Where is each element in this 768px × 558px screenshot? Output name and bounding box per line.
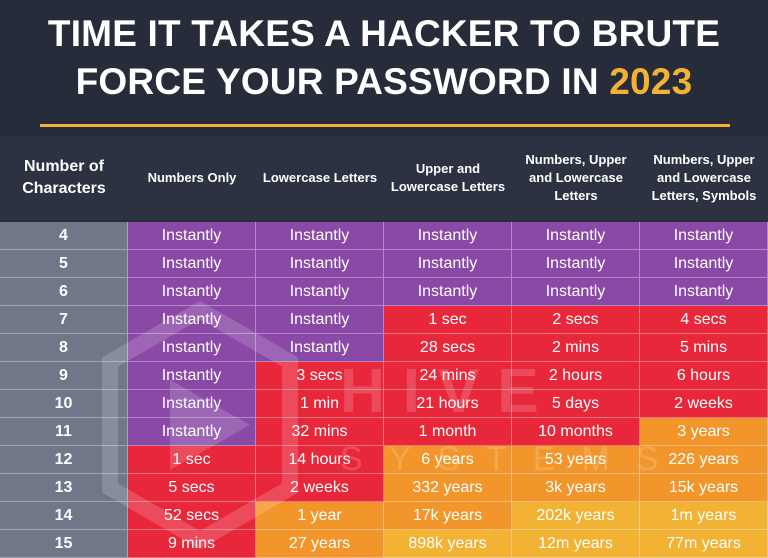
table-cell: 12m years [512,530,640,558]
table-cell: 9 mins [128,530,256,558]
table-cell: Instantly [512,250,640,278]
table-cell: Instantly [256,222,384,250]
table-cell: 21 hours [384,390,512,418]
table-cell: Instantly [640,222,768,250]
table-cell: 2 secs [512,306,640,334]
table-cell: 10 months [512,418,640,446]
table-cell: Instantly [384,250,512,278]
row-header: 14 [0,502,128,530]
table-cell: 2 hours [512,362,640,390]
title-underline [40,124,730,127]
table-cell: 1 month [384,418,512,446]
table-cell: 15k years [640,474,768,502]
table-cell: Instantly [128,278,256,306]
row-header: 11 [0,418,128,446]
table-cell: Instantly [128,418,256,446]
table-cell: 3k years [512,474,640,502]
table-cell: Instantly [128,222,256,250]
row-header: 6 [0,278,128,306]
table-cell: 28 secs [384,334,512,362]
row-header: 9 [0,362,128,390]
column-header-1: Numbers Only [128,136,256,220]
column-header-label: Numbers, Upper and Lowercase Letters [525,152,627,203]
table-cell: 1 sec [384,306,512,334]
table-cell: 332 years [384,474,512,502]
table-cell: Instantly [256,250,384,278]
table-cell: 6 hours [640,362,768,390]
table-cell: 1 year [256,502,384,530]
table-cell: 32 mins [256,418,384,446]
table-cell: 1 min [256,390,384,418]
column-header-label: Number of Characters [22,158,106,197]
title-line-2-text: FORCE YOUR PASSWORD IN [75,61,610,102]
row-header: 4 [0,222,128,250]
column-header-2: Lowercase Letters [256,136,384,220]
table-cell: Instantly [512,222,640,250]
table-cell: 77m years [640,530,768,558]
table-cell: Instantly [128,250,256,278]
table-cell: Instantly [512,278,640,306]
table-cell: Instantly [128,334,256,362]
table-header: Number of Characters Numbers Only Lowercas… [0,136,768,220]
row-header: 12 [0,446,128,474]
row-header: 10 [0,390,128,418]
table-cell: Instantly [384,278,512,306]
row-header: 8 [0,334,128,362]
table-cell: 27 years [256,530,384,558]
brute-force-table: 4 Instantly Instantly Instantly Instantly Ins… [0,222,768,558]
table-cell: Instantly [256,334,384,362]
table-cell: 6 years [384,446,512,474]
row-header: 7 [0,306,128,334]
table-cell: Instantly [256,278,384,306]
table-cell: 1 sec [128,446,256,474]
table-cell: Instantly [640,250,768,278]
row-header: 5 [0,250,128,278]
table-cell: 2 weeks [256,474,384,502]
table-cell: Instantly [128,306,256,334]
table-cell: 5 days [512,390,640,418]
table-cell: 3 secs [256,362,384,390]
table-cell: 24 mins [384,362,512,390]
table-cell: 3 years [640,418,768,446]
title-year: 2023 [609,61,693,102]
table-cell: Instantly [256,306,384,334]
table-cell: 5 secs [128,474,256,502]
table-cell: Instantly [128,362,256,390]
row-header: 13 [0,474,128,502]
table-cell: 53 years [512,446,640,474]
table-cell: 202k years [512,502,640,530]
table-cell: 17k years [384,502,512,530]
column-header-0: Number of Characters [0,136,128,220]
page-title: TIME IT TAKES A HACKER TO BRUTE FORCE YO… [0,10,768,106]
table-cell: 4 secs [640,306,768,334]
column-header-3: Upper and Lowercase Letters [384,136,512,220]
table-cell: 5 mins [640,334,768,362]
table-cell: Instantly [128,390,256,418]
table-cell: 226 years [640,446,768,474]
table-cell: 1m years [640,502,768,530]
table-cell: 14 hours [256,446,384,474]
table-cell: Instantly [640,278,768,306]
table-cell: 2 weeks [640,390,768,418]
title-line-1: TIME IT TAKES A HACKER TO BRUTE [47,13,721,54]
column-header-label: Numbers Only [147,170,237,185]
table-cell: 52 secs [128,502,256,530]
title-line-2: FORCE YOUR PASSWORD IN 2023 [0,58,768,106]
table-cell: Instantly [384,222,512,250]
column-header-5: Numbers, Upper and Lowercase Letters, Sy… [640,136,768,220]
column-header-label: Numbers, Upper and Lowercase Letters, Sy… [651,152,757,203]
column-header-label: Upper and Lowercase Letters [390,161,506,194]
row-header: 15 [0,530,128,558]
column-header-label: Lowercase Letters [262,170,378,185]
table-cell: 2 mins [512,334,640,362]
table-cell: 898k years [384,530,512,558]
column-header-4: Numbers, Upper and Lowercase Letters [512,136,640,220]
